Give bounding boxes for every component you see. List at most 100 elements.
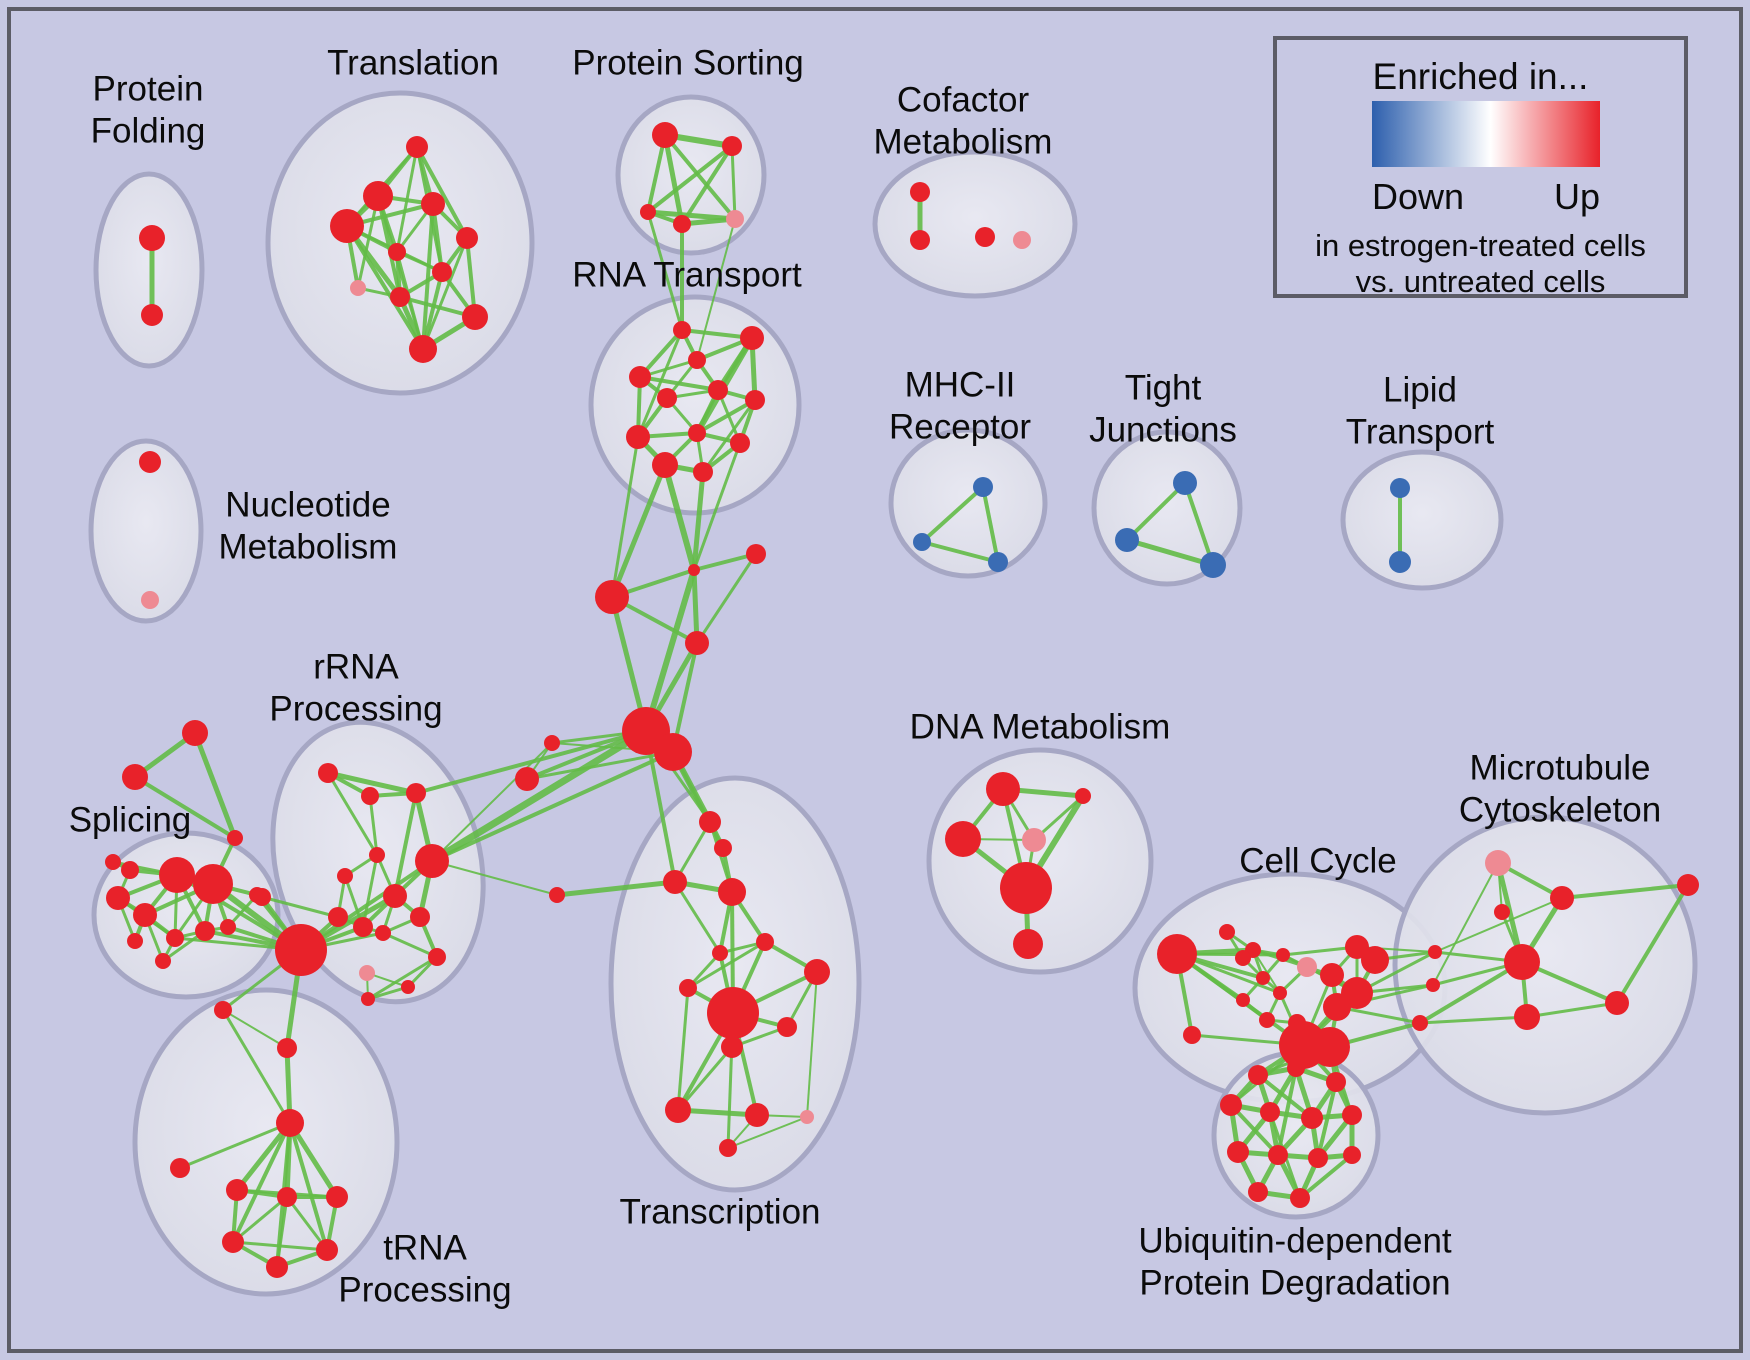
network-edge — [356, 195, 380, 289]
cluster-label-cofactor-metabolism: Cofactor — [897, 81, 1030, 120]
network-node-r — [277, 1187, 297, 1207]
network-edge — [287, 1121, 340, 1199]
network-node-r — [409, 335, 437, 363]
network-node-r — [222, 1231, 244, 1253]
network-node-r — [353, 917, 373, 937]
network-node-r — [595, 580, 629, 614]
cluster-label-protein-folding: Folding — [91, 112, 206, 151]
network-node-r — [1259, 1012, 1275, 1028]
network-edge — [730, 145, 737, 220]
network-edge — [673, 881, 722, 954]
network-node-p — [1297, 957, 1317, 977]
network-node-r — [266, 1256, 288, 1278]
network-edge — [696, 398, 756, 435]
cluster-ellipse-protein-sorting — [615, 94, 767, 256]
network-node-r — [679, 979, 697, 997]
network-node-r — [1075, 788, 1091, 804]
network-edge — [261, 895, 339, 919]
network-node-r — [1310, 1027, 1350, 1067]
network-edge — [1126, 537, 1214, 568]
network-node-r — [375, 925, 391, 941]
network-edge — [1615, 883, 1690, 1005]
cluster-label-microtubule-cytoskeleton: Microtubule — [1470, 749, 1651, 788]
network-node-r — [276, 1109, 304, 1137]
network-edge — [647, 209, 736, 222]
network-node-r — [170, 1158, 190, 1178]
network-node-r — [777, 1017, 797, 1037]
network-node-r — [1157, 934, 1197, 974]
network-node-r — [227, 830, 243, 846]
cluster-label-rrna-processing: rRNA — [313, 648, 399, 687]
network-node-r — [640, 204, 656, 220]
network-node-p — [1485, 850, 1511, 876]
network-edge — [430, 728, 648, 864]
network-node-r — [1273, 986, 1287, 1000]
network-edge — [636, 329, 684, 438]
network-node-r — [361, 992, 375, 1006]
network-node-r — [195, 921, 215, 941]
network-edge — [643, 569, 697, 732]
network-node-r — [975, 227, 995, 247]
network-node-r — [1013, 929, 1043, 959]
network-edge — [288, 1122, 329, 1251]
network-node-r — [665, 1097, 691, 1123]
cluster-label-tight-junctions: Junctions — [1089, 411, 1237, 450]
network-edge — [235, 1121, 292, 1192]
network-node-r — [673, 321, 691, 339]
network-node-r — [155, 953, 171, 969]
network-edge — [431, 860, 558, 896]
network-node-r — [432, 262, 452, 282]
cluster-label-rna-transport: RNA Transport — [572, 256, 802, 295]
network-node-r — [688, 351, 706, 369]
network-node-r — [139, 451, 161, 473]
network-edge — [382, 931, 438, 959]
network-node-r — [718, 878, 746, 906]
cluster-label-protein-sorting: Protein Sorting — [572, 44, 804, 83]
network-node-r — [1320, 963, 1344, 987]
cluster-label-splicing: Splicing — [69, 801, 192, 840]
network-edge — [431, 750, 674, 863]
network-node-r — [804, 959, 830, 985]
network-node-r — [105, 854, 121, 870]
network-edge — [179, 1121, 291, 1170]
cluster-label-cofactor-metabolism: Metabolism — [874, 123, 1053, 162]
network-node-r — [1326, 1072, 1346, 1092]
network-node-r — [730, 433, 750, 453]
legend-up-label: Up — [1553, 176, 1600, 217]
network-node-r — [406, 783, 426, 803]
network-edge — [232, 1240, 328, 1252]
network-edge — [676, 1046, 734, 1111]
network-edge — [691, 569, 700, 644]
network-node-r — [363, 181, 393, 211]
network-node-r — [220, 919, 236, 935]
network-edge — [421, 237, 469, 350]
network-node-r — [1428, 945, 1442, 959]
network-edge — [393, 792, 418, 897]
network-edge — [646, 144, 734, 214]
network-edge — [368, 795, 379, 856]
network-node-r — [654, 733, 692, 771]
network-node-p — [726, 210, 744, 228]
network-node-b — [1115, 528, 1139, 552]
network-edge — [676, 987, 690, 1111]
network-edge — [663, 133, 737, 221]
network-node-r — [226, 1179, 248, 1201]
network-node-r — [712, 945, 728, 961]
network-node-r — [122, 764, 148, 790]
cluster-label-nucleotide-metabolism: Nucleotide — [225, 486, 390, 525]
network-node-r — [1236, 993, 1250, 1007]
network-node-r — [1504, 944, 1540, 980]
network-edge — [1125, 481, 1187, 542]
network-node-r — [693, 462, 713, 482]
network-node-p — [359, 965, 375, 981]
network-node-r — [182, 720, 208, 746]
network-node-r — [277, 1038, 297, 1058]
network-node-r — [721, 1036, 743, 1058]
network-node-r — [1308, 1148, 1328, 1168]
network-node-r — [133, 903, 157, 927]
network-node-b — [1200, 552, 1226, 578]
network-edge — [299, 859, 434, 952]
network-node-r — [401, 980, 415, 994]
legend-down-label: Down — [1372, 176, 1465, 217]
